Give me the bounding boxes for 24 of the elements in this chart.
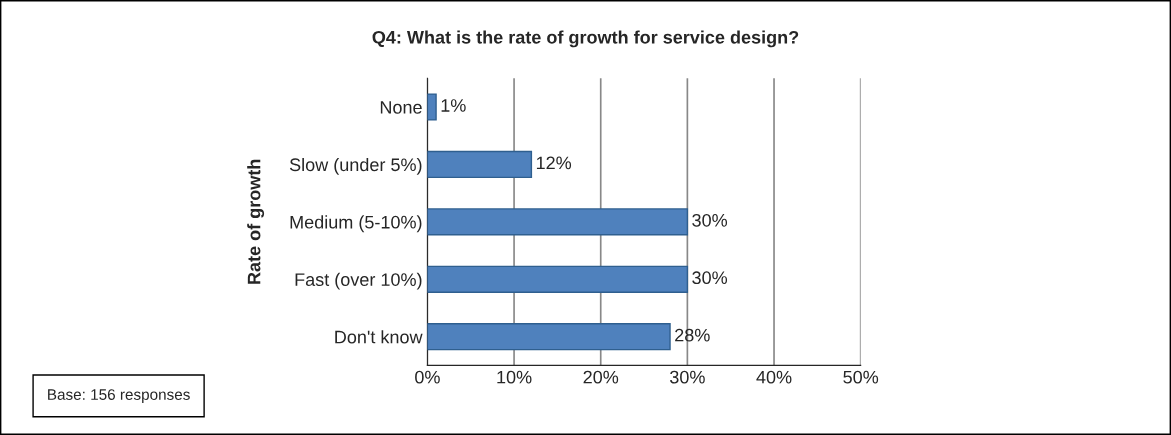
y-axis-title: Rate of growth <box>247 159 265 284</box>
data-label: 30% <box>692 213 728 227</box>
y-tick-label: Slow (under 5%) <box>289 157 422 175</box>
x-tick-label: 0% <box>415 370 440 384</box>
chart-title: Q4: What is the rate of growth for service design? <box>372 30 799 48</box>
x-tick-label: 50% <box>843 370 879 384</box>
data-label: 1% <box>441 99 466 112</box>
data-label: 30% <box>692 271 728 285</box>
bar <box>427 150 533 179</box>
x-tick-label: 30% <box>670 370 705 384</box>
x-tick-label: 10% <box>497 370 532 384</box>
y-tick-label: Medium (5-10%) <box>290 215 422 233</box>
data-label: 12% <box>536 156 572 170</box>
y-tick-label: None <box>380 101 422 114</box>
y-tick-label: Don't know <box>335 330 423 344</box>
x-tick-label: 20% <box>583 370 619 384</box>
bar <box>427 265 689 293</box>
text: Base: 156 responses <box>48 389 190 403</box>
bar <box>427 323 671 351</box>
y-tick-label: Fast (over 10%) <box>295 272 422 290</box>
x-tick-label: 40% <box>756 370 792 384</box>
data-label: 28% <box>675 328 710 342</box>
bar <box>427 93 437 121</box>
bar <box>427 208 689 236</box>
